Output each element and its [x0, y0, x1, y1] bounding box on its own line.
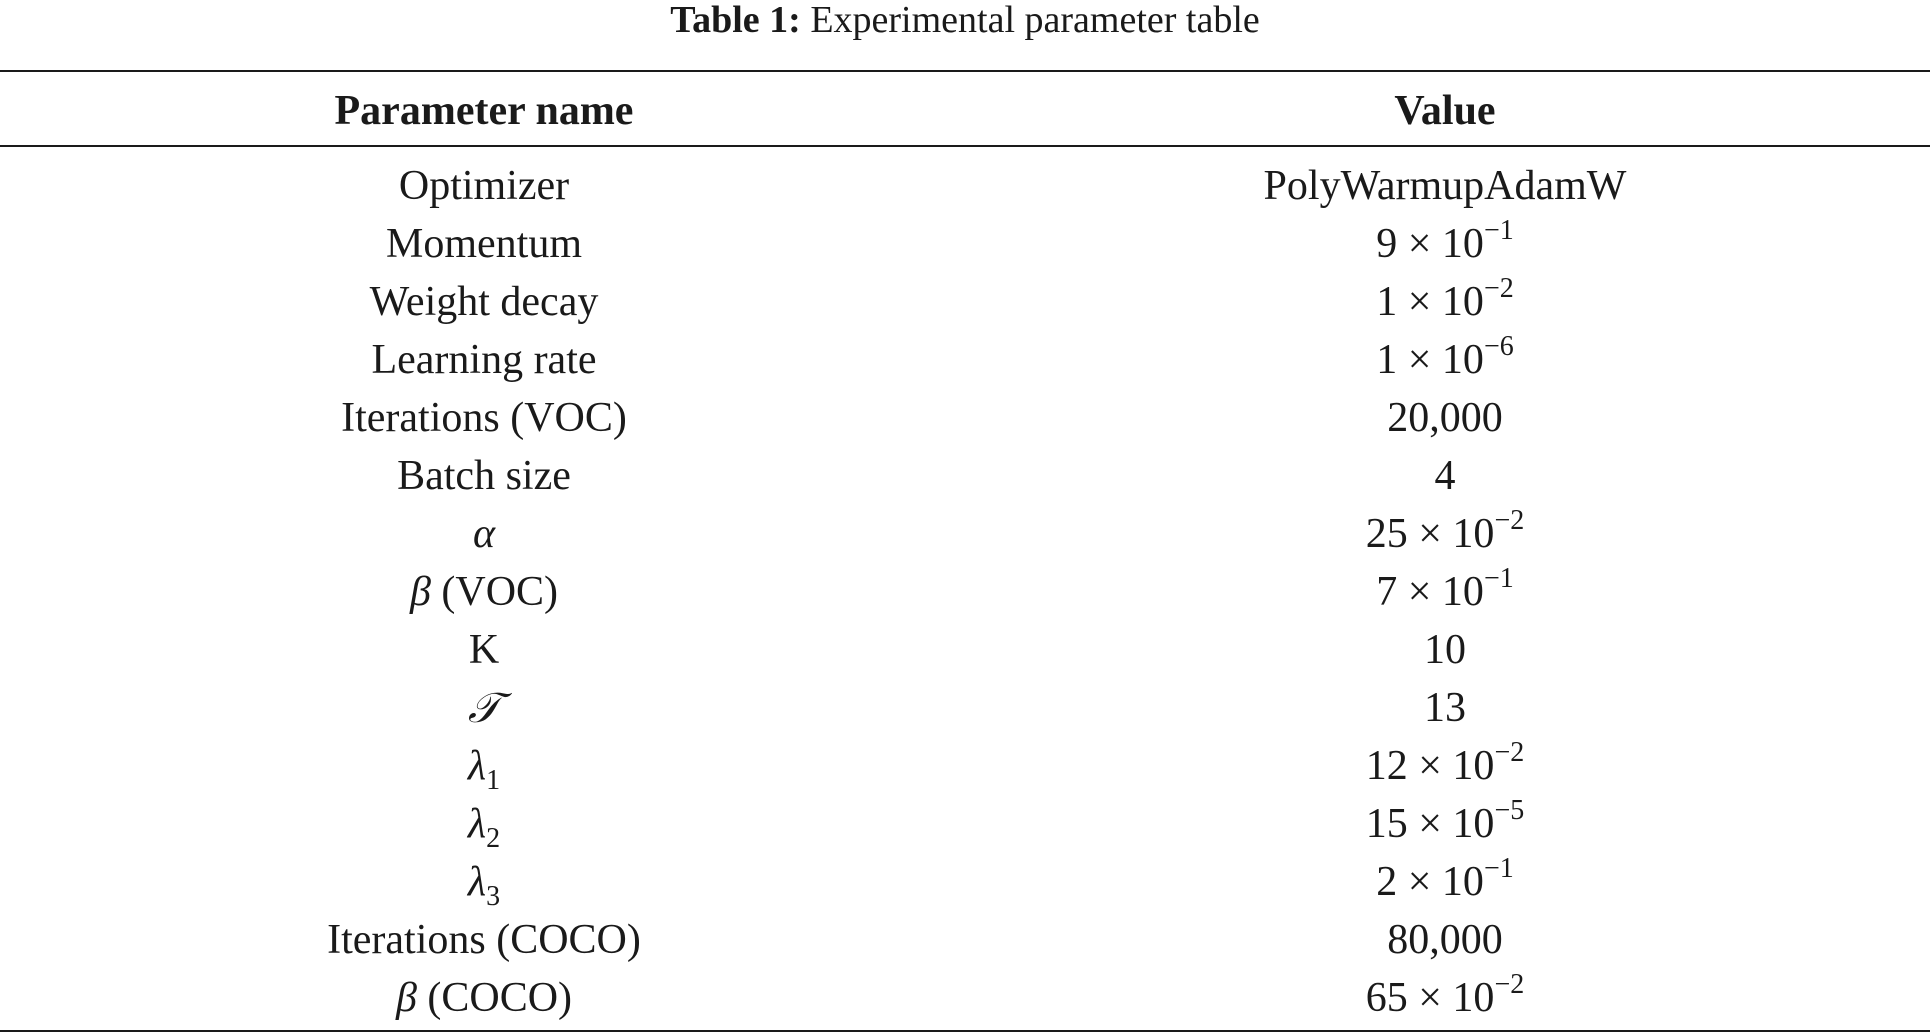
header-parameter-name: Parameter name — [334, 88, 634, 134]
value-cell: 2 × 10−1 — [1376, 853, 1514, 906]
table-row: 𝒯 13 — [0, 679, 1930, 737]
value-cell: PolyWarmupAdamW — [1263, 163, 1627, 209]
caption-text: Experimental parameter table — [800, 0, 1260, 41]
table-row: Iterations (VOC) 20,000 — [0, 389, 1930, 447]
value-cell: 80,000 — [1387, 917, 1503, 963]
parameter-name-cell: Iterations (COCO) — [327, 917, 641, 963]
parameter-name-cell: β (VOC) — [409, 569, 559, 615]
parameter-name-cell: Weight decay — [369, 279, 599, 325]
parameter-name-cell: Iterations (VOC) — [341, 395, 627, 441]
value-cell: 12 × 10−2 — [1365, 737, 1525, 790]
table-row: K 10 — [0, 621, 1930, 679]
table-row: Optimizer PolyWarmupAdamW — [0, 157, 1930, 215]
beta-symbol: β — [395, 975, 417, 1021]
table-caption: Table 1: Experimental parameter table — [0, 0, 1930, 40]
value-cell: 1 × 10−2 — [1376, 273, 1514, 326]
table-row: Iterations (COCO) 80,000 — [0, 911, 1930, 969]
value-cell: 25 × 10−2 — [1365, 505, 1525, 558]
table-row: β (VOC) 7 × 10−1 — [0, 563, 1930, 621]
parameter-name-cell: λ1 — [467, 743, 501, 796]
table-row: β (COCO) 65 × 10−2 — [0, 969, 1930, 1027]
table-row: λ2 15 × 10−5 — [0, 795, 1930, 853]
table-row: α 25 × 10−2 — [0, 505, 1930, 563]
table-row: λ1 12 × 10−2 — [0, 737, 1930, 795]
value-cell: 10 — [1424, 627, 1466, 673]
lambda-symbol: λ — [467, 801, 487, 847]
table-row: Learning rate 1 × 10−6 — [0, 331, 1930, 389]
parameter-name-cell: λ2 — [467, 801, 501, 854]
parameter-name-cell: Momentum — [386, 221, 582, 267]
table-header-row: Parameter name Value — [0, 82, 1930, 140]
value-cell: 65 × 10−2 — [1365, 969, 1525, 1022]
lambda-symbol: λ — [467, 743, 487, 789]
parameter-name-cell: λ3 — [467, 859, 501, 912]
bottom-rule — [0, 1030, 1930, 1032]
value-cell: 15 × 10−5 — [1365, 795, 1525, 848]
table-row: Momentum 9 × 10−1 — [0, 215, 1930, 273]
parameter-name-cell: α — [184, 505, 784, 563]
parameter-name-cell: Learning rate — [371, 337, 597, 383]
value-cell: 1 × 10−6 — [1376, 331, 1514, 384]
parameter-name-cell: K — [468, 627, 500, 673]
table-row: Batch size 4 — [0, 447, 1930, 505]
parameter-name-cell: Batch size — [397, 453, 571, 499]
value-cell: 20,000 — [1387, 395, 1503, 441]
table-row: λ3 2 × 10−1 — [0, 853, 1930, 911]
value-cell: 13 — [1424, 685, 1466, 731]
alpha-symbol: α — [472, 511, 496, 557]
top-rule — [0, 70, 1930, 72]
parameter-name-cell: Optimizer — [398, 163, 570, 209]
script-t-symbol: 𝒯 — [467, 683, 501, 732]
value-cell: 7 × 10−1 — [1376, 563, 1514, 616]
value-cell: 4 — [1434, 453, 1456, 499]
lambda-symbol: λ — [467, 859, 487, 905]
caption-label: Table 1: — [670, 0, 801, 41]
header-value: Value — [1394, 88, 1496, 134]
value-cell: 9 × 10−1 — [1376, 215, 1514, 268]
parameter-name-cell: 𝒯 — [184, 679, 784, 737]
header-rule — [0, 145, 1930, 147]
table-row: Weight decay 1 × 10−2 — [0, 273, 1930, 331]
beta-symbol: β — [409, 569, 431, 615]
parameter-name-cell: β (COCO) — [395, 975, 573, 1021]
